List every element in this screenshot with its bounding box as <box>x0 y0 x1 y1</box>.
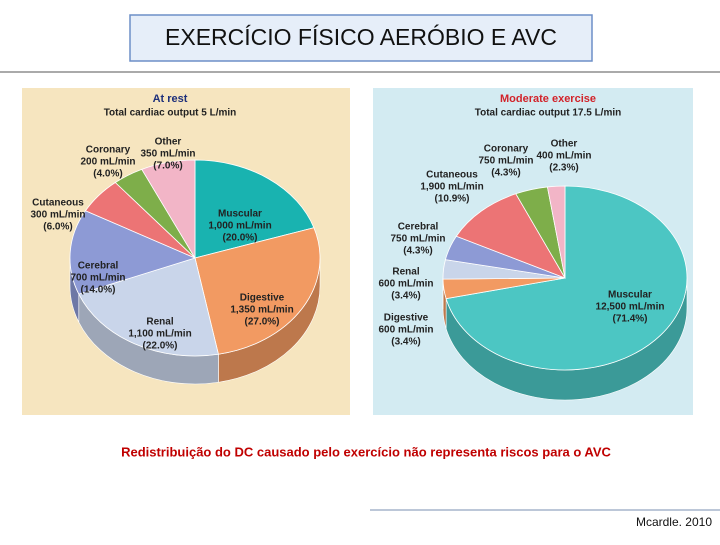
caption: Redistribuição do DC causado pelo exercí… <box>121 444 611 459</box>
slice-flow: 300 mL/min <box>30 210 85 221</box>
slice-flow: 400 mL/min <box>536 151 591 162</box>
slice-name: Coronary <box>484 144 529 155</box>
slice-flow: 12,500 mL/min <box>596 302 665 313</box>
slice-name: Digestive <box>240 293 285 304</box>
slice-name: Cutaneous <box>32 198 84 209</box>
slice-name: Muscular <box>218 209 262 220</box>
slice-value-label: (4.3%) <box>491 168 520 179</box>
slice-name: Other <box>551 139 578 150</box>
slice-name: Coronary <box>86 145 131 156</box>
slice-name: Cerebral <box>78 261 119 272</box>
slice-flow: 700 mL/min <box>70 273 125 284</box>
slice-name: Cutaneous <box>426 170 478 181</box>
slice-flow: 750 mL/min <box>390 234 445 245</box>
chart-subtitle: Total cardiac output 17.5 L/min <box>475 108 622 119</box>
slide-title: EXERCÍCIO FÍSICO AERÓBIO E AVC <box>165 24 557 50</box>
slice-flow: 600 mL/min <box>378 325 433 336</box>
slice-value-label: (10.9%) <box>434 194 469 205</box>
chart-subtitle: Total cardiac output 5 L/min <box>104 108 237 119</box>
slice-value-label: (20.0%) <box>222 233 257 244</box>
slice-name: Renal <box>392 267 419 278</box>
slice-value-label: (7.0%) <box>153 161 182 172</box>
slice-value-label: (3.4%) <box>391 337 420 348</box>
slice-name: Renal <box>146 317 173 328</box>
citation: Mcardle. 2010 <box>636 515 712 529</box>
slice-value-label: (14.0%) <box>80 285 115 296</box>
slice-name: Muscular <box>608 290 652 301</box>
slice-value-label: (4.3%) <box>403 246 432 257</box>
slice-flow: 600 mL/min <box>378 279 433 290</box>
slice-name: Digestive <box>384 313 429 324</box>
slice-name: Cerebral <box>398 222 439 233</box>
chart-title: Moderate exercise <box>500 93 596 105</box>
slice-flow: 750 mL/min <box>478 156 533 167</box>
slice-flow: 1,900 mL/min <box>420 182 483 193</box>
slice-value-label: (6.0%) <box>43 222 72 233</box>
slice-flow: 1,100 mL/min <box>128 329 191 340</box>
slice-value-label: (2.3%) <box>549 163 578 174</box>
slice-flow: 350 mL/min <box>140 149 195 160</box>
slice-flow: 200 mL/min <box>80 157 135 168</box>
slice-flow: 1,350 mL/min <box>230 305 293 316</box>
slice-flow: 1,000 mL/min <box>208 221 271 232</box>
slice-value-label: (4.0%) <box>93 169 122 180</box>
slice-value-label: (71.4%) <box>612 314 647 325</box>
slice-value-label: (3.4%) <box>391 291 420 302</box>
chart-title: At rest <box>153 93 188 105</box>
slice-value-label: (27.0%) <box>244 317 279 328</box>
slice-name: Other <box>155 137 182 148</box>
slice-value-label: (22.0%) <box>142 341 177 352</box>
